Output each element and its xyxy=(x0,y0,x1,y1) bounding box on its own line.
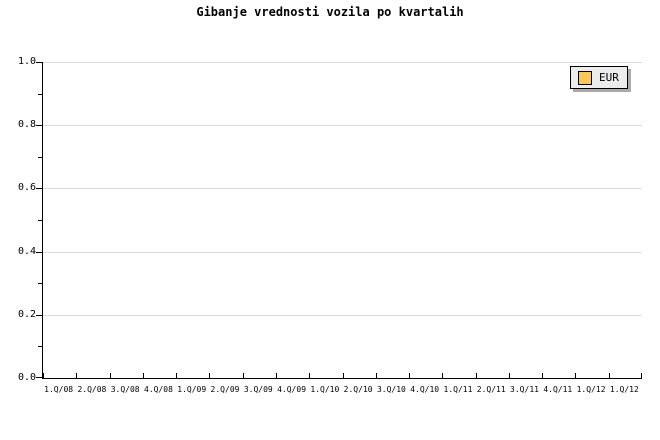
x-axis-tick xyxy=(309,373,310,378)
y-axis-major-tick xyxy=(36,252,42,253)
gridline xyxy=(43,62,642,63)
y-axis-major-tick xyxy=(36,62,42,63)
x-axis-tick-label: 1.Q/10 xyxy=(310,385,340,394)
x-axis-tick xyxy=(176,373,177,378)
eur-series-swatch-icon xyxy=(578,70,592,85)
y-axis-tick-label: 0.4 xyxy=(17,246,36,257)
y-axis-tick-label: 1.0 xyxy=(17,56,36,67)
gridline xyxy=(43,188,642,189)
x-axis-tick-label: 4.Q/09 xyxy=(277,385,307,394)
gridline xyxy=(43,315,642,316)
y-axis-major-tick xyxy=(36,188,42,189)
x-axis-tick xyxy=(276,373,277,378)
y-axis-minor-tick xyxy=(38,94,42,95)
x-axis-tick xyxy=(609,373,610,378)
y-axis-minor-tick xyxy=(38,157,42,158)
x-axis-tick xyxy=(376,373,377,378)
y-axis-tick-label: 0.8 xyxy=(17,119,36,130)
y-axis-tick-label: 0.6 xyxy=(17,182,36,193)
y-axis-minor-tick xyxy=(38,346,42,347)
x-axis-tick-label: 2.Q/09 xyxy=(210,385,240,394)
x-axis-tick xyxy=(143,373,144,378)
x-axis-tick-label: 3.Q/08 xyxy=(110,385,140,394)
x-axis-tick-label: 1.Q/09 xyxy=(177,385,207,394)
y-axis-minor-tick xyxy=(38,220,42,221)
x-axis-tick xyxy=(110,373,111,378)
x-axis-tick-label: 4.Q/11 xyxy=(543,385,573,394)
x-axis-tick-label: 1.Q/12 xyxy=(576,385,606,394)
x-axis-tick-label: 3.Q/11 xyxy=(510,385,539,394)
x-axis-tick xyxy=(575,373,576,378)
y-axis-tick-label: 0.2 xyxy=(17,309,36,320)
x-axis-tick xyxy=(409,373,410,378)
y-axis-major-tick xyxy=(36,315,42,316)
legend-box: EUR xyxy=(570,66,628,89)
x-axis-tick-label: 2.Q/11 xyxy=(476,385,506,394)
gridline xyxy=(43,125,642,126)
x-axis-tick xyxy=(76,373,77,378)
x-axis-tick-label: 3.Q/09 xyxy=(243,385,273,394)
y-axis-major-tick xyxy=(36,125,42,126)
x-axis-tick-label: 2.Q/10 xyxy=(343,385,373,394)
x-axis-tick xyxy=(243,373,244,378)
plot-area xyxy=(36,62,642,379)
x-axis-tick-label: 1.Q/12 xyxy=(609,385,639,394)
x-axis-tick xyxy=(43,373,44,378)
x-axis-tick xyxy=(476,373,477,378)
gridline xyxy=(43,252,642,253)
y-axis-major-tick xyxy=(36,377,42,378)
x-axis-tick-label: 4.Q/08 xyxy=(144,385,173,394)
y-axis-minor-tick xyxy=(38,283,42,284)
x-axis-tick xyxy=(209,373,210,378)
y-axis-tick-label: 0.0 xyxy=(17,372,36,383)
x-axis-tick xyxy=(442,373,443,378)
chart-title: Gibanje vrednosti vozila po kvartalih xyxy=(196,5,464,19)
x-axis-tick xyxy=(509,373,510,378)
x-axis-tick-label: 1.Q/11 xyxy=(443,385,473,394)
x-axis-tick xyxy=(542,373,543,378)
x-axis-tick-label: 3.Q/10 xyxy=(376,385,406,394)
x-axis-tick-label: 1.Q/08 xyxy=(44,385,74,394)
x-axis-tick-label: 2.Q/08 xyxy=(77,385,107,394)
legend-label: EUR xyxy=(599,70,619,84)
x-axis-tick xyxy=(343,373,344,378)
x-axis-tick-label: 4.Q/10 xyxy=(410,385,440,394)
x-axis-tick xyxy=(641,373,642,378)
